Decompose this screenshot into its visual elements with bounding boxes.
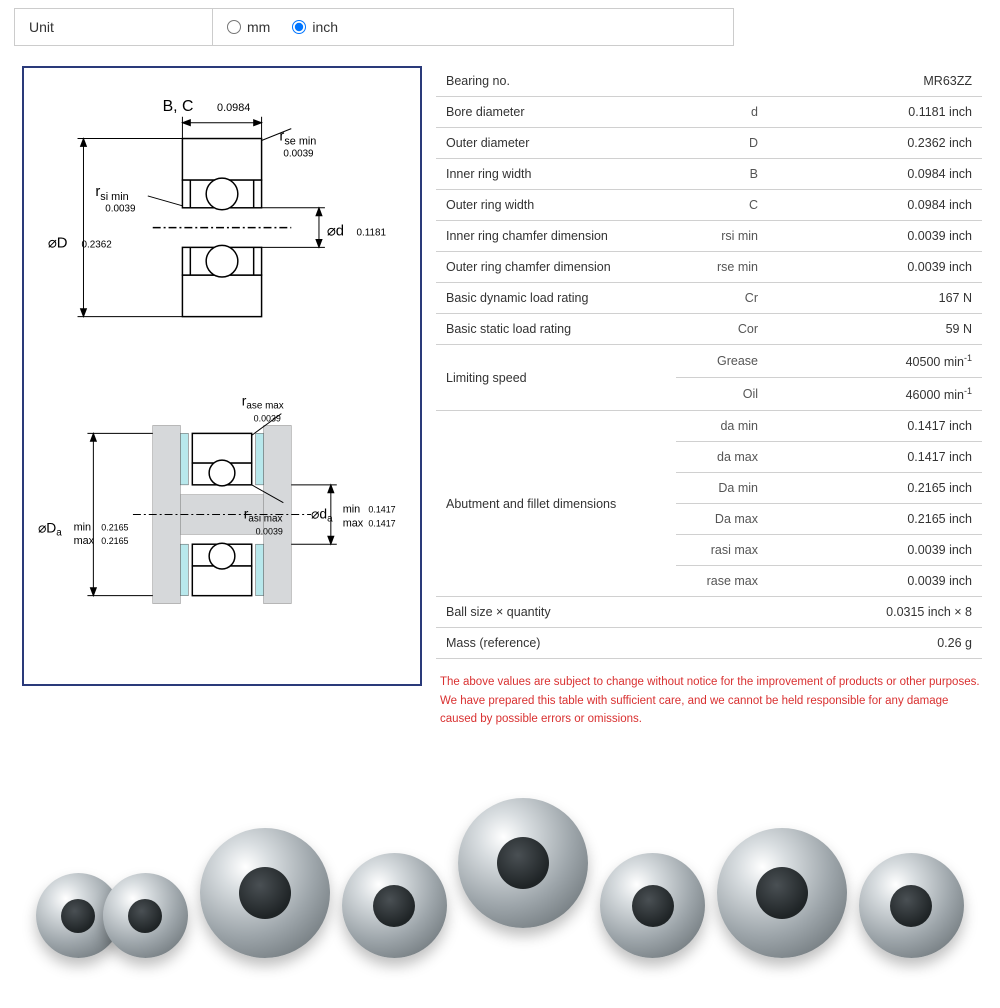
table-row: Abutment and fillet dimensionsda min0.14… — [436, 411, 982, 442]
table-row: Basic static load ratingCor59 N — [436, 314, 982, 345]
svg-text:0.2165: 0.2165 — [101, 522, 128, 532]
svg-text:0.1417: 0.1417 — [368, 518, 395, 528]
diag-D-label: ⌀D — [48, 235, 68, 251]
svg-text:0.1417: 0.1417 — [368, 505, 395, 515]
svg-text:min: min — [74, 521, 92, 533]
product-photo — [0, 758, 1000, 968]
bearing-image — [859, 853, 964, 958]
bearing-pair — [36, 873, 188, 958]
svg-text:0.0039: 0.0039 — [254, 414, 281, 424]
diag-bc-val: 0.0984 — [217, 102, 250, 114]
table-row: Outer diameterD0.2362 inch — [436, 128, 982, 159]
bearing-image — [600, 853, 705, 958]
spec-table: Bearing no.MR63ZZ Bore diameterd0.1181 i… — [436, 66, 982, 659]
diag-d-val: 0.1181 — [357, 227, 387, 238]
unit-inch-label: inch — [312, 19, 338, 35]
unit-radio-mm-input[interactable] — [227, 20, 241, 34]
bearing-image — [103, 873, 188, 958]
table-row: Ball size × quantity0.0315 inch × 8 — [436, 597, 982, 628]
svg-text:max: max — [343, 517, 364, 529]
diag-rse-val: 0.0039 — [283, 148, 314, 159]
unit-label: Unit — [15, 9, 213, 45]
table-row: Outer ring chamfer dimensionrse min0.003… — [436, 252, 982, 283]
bearing-image — [717, 828, 847, 958]
svg-text:max: max — [74, 535, 95, 547]
unit-selector-row: Unit mm inch — [14, 8, 734, 46]
bearing-image — [342, 853, 447, 958]
svg-text:rase max: rase max — [242, 393, 284, 412]
svg-text:⌀Da: ⌀Da — [38, 519, 62, 538]
table-row: Inner ring widthB0.0984 inch — [436, 159, 982, 190]
diag-d-label: ⌀d — [327, 223, 344, 239]
table-row: Basic dynamic load ratingCr167 N — [436, 283, 982, 314]
diag-D-val: 0.2362 — [81, 239, 111, 250]
svg-text:min: min — [343, 504, 361, 516]
table-row: Bore diameterd0.1181 inch — [436, 97, 982, 128]
diag-bc-label: B, C — [163, 98, 194, 115]
diagram-svg: B, C 0.0984 rse min 0.0039 rsi min 0.003… — [34, 78, 410, 674]
unit-options: mm inch — [213, 9, 352, 45]
bearing-image — [200, 828, 330, 958]
content-row: B, C 0.0984 rse min 0.0039 rsi min 0.003… — [22, 66, 1000, 728]
grease-val: 40500 min-1 — [776, 345, 982, 378]
svg-text:0.0039: 0.0039 — [256, 526, 283, 536]
bearing-image — [458, 798, 588, 928]
unit-radio-inch[interactable]: inch — [292, 19, 338, 35]
unit-radio-inch-input[interactable] — [292, 20, 306, 34]
unit-mm-label: mm — [247, 19, 270, 35]
technical-diagram: B, C 0.0984 rse min 0.0039 rsi min 0.003… — [22, 66, 422, 686]
diag-rsi-val: 0.0039 — [105, 204, 136, 215]
table-row: Mass (reference)0.26 g — [436, 628, 982, 659]
table-row: Outer ring widthC0.0984 inch — [436, 190, 982, 221]
svg-text:⌀da: ⌀da — [311, 505, 333, 524]
spec-column: Bearing no.MR63ZZ Bore diameterd0.1181 i… — [436, 66, 982, 728]
table-row: Inner ring chamfer dimensionrsi min0.003… — [436, 221, 982, 252]
svg-text:rsi min: rsi min — [95, 184, 128, 203]
unit-radio-mm[interactable]: mm — [227, 19, 270, 35]
table-row: Bearing no.MR63ZZ — [436, 66, 982, 97]
svg-text:0.2165: 0.2165 — [101, 536, 128, 546]
table-row: Limiting speedGrease40500 min-1 — [436, 345, 982, 378]
disclaimer-text: The above values are subject to change w… — [440, 673, 980, 728]
oil-val: 46000 min-1 — [776, 378, 982, 411]
